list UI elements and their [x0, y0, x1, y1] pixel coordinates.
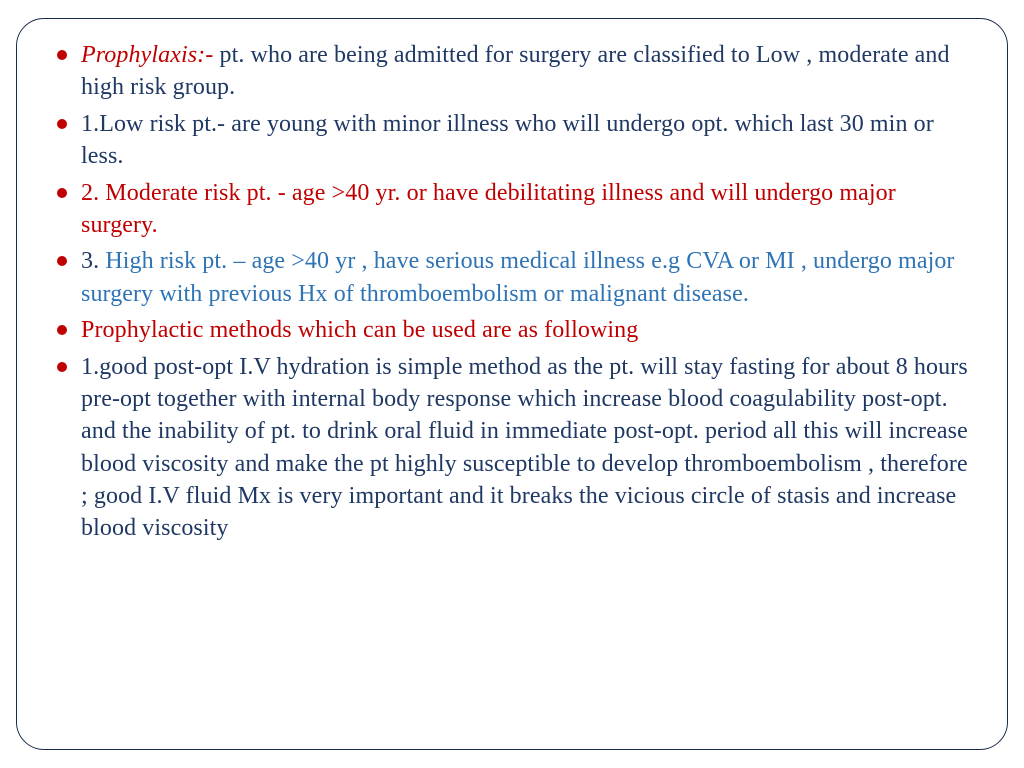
bullet-list: Prophylaxis:- pt. who are being admitted…	[53, 39, 971, 545]
slide-frame: Prophylaxis:- pt. who are being admitted…	[16, 18, 1008, 750]
bullet-segment: 3.	[81, 248, 105, 274]
bullet-segment: 1.good post-opt I.V hydration is simple …	[81, 354, 968, 542]
slide: Prophylaxis:- pt. who are being admitted…	[0, 0, 1024, 768]
bullet-segment: Prophylactic methods which can be used a…	[81, 317, 638, 343]
list-item: Prophylaxis:- pt. who are being admitted…	[53, 39, 971, 104]
bullet-segment: 1.Low risk pt.- are young with minor ill…	[81, 111, 934, 169]
list-item: 2. Moderate risk pt. - age >40 yr. or ha…	[53, 177, 971, 242]
bullet-segment: 2. Moderate risk pt. - age >40 yr. or ha…	[81, 180, 896, 238]
list-item: 3. High risk pt. – age >40 yr , have ser…	[53, 245, 971, 310]
list-item: 1.good post-opt I.V hydration is simple …	[53, 351, 971, 545]
bullet-segment: Prophylaxis:-	[81, 42, 219, 68]
list-item: Prophylactic methods which can be used a…	[53, 314, 971, 346]
list-item: 1.Low risk pt.- are young with minor ill…	[53, 108, 971, 173]
bullet-segment: High risk pt. – age >40 yr , have seriou…	[81, 248, 955, 306]
